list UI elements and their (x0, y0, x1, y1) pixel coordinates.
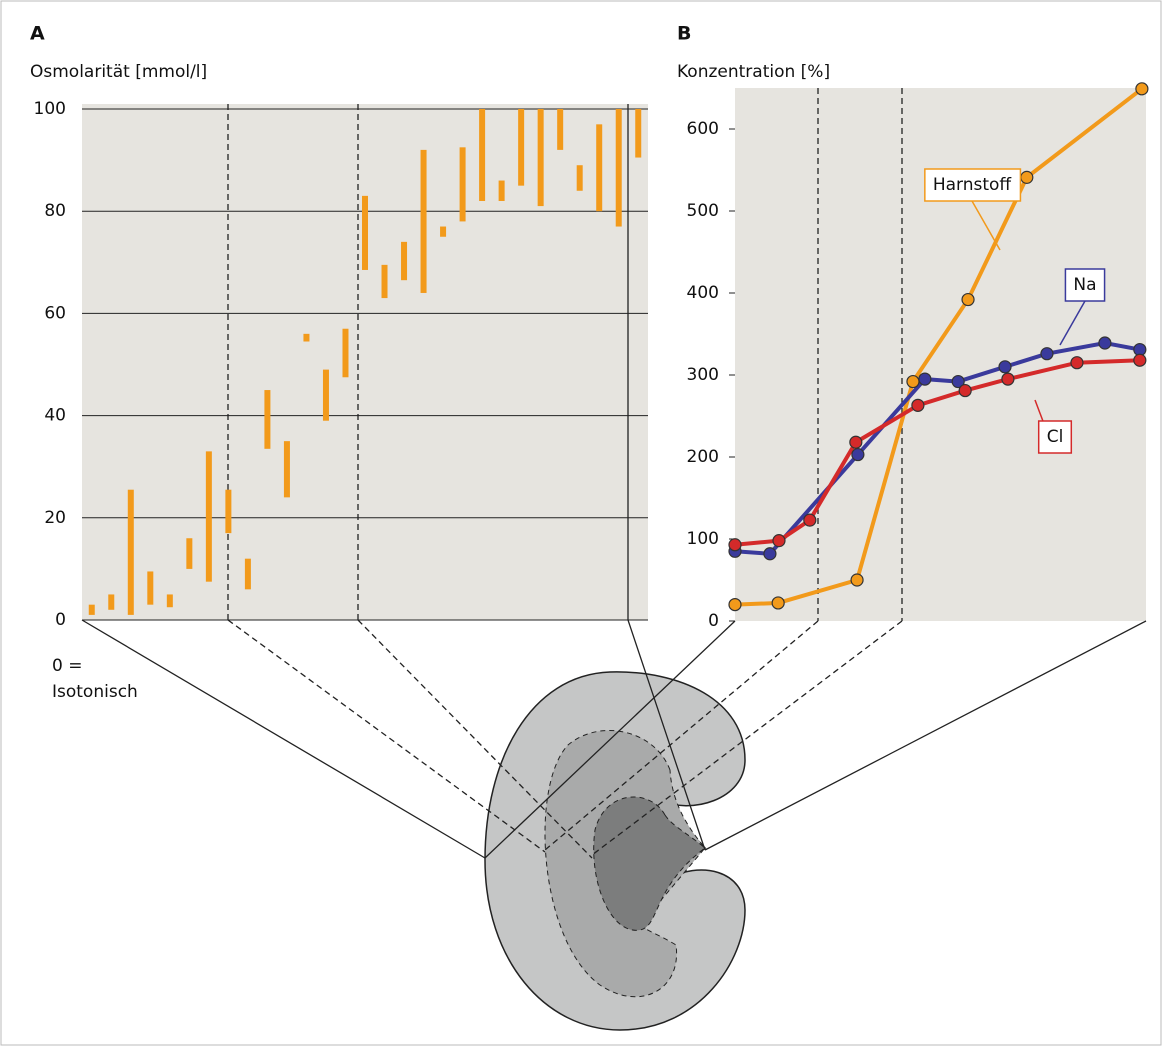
range-bar (206, 451, 212, 581)
range-bar (147, 571, 153, 604)
marker (772, 597, 784, 609)
range-bar (577, 165, 583, 191)
range-bar (518, 109, 524, 186)
range-bar (421, 150, 427, 293)
y-tick-label: 60 (44, 303, 66, 323)
y-tick-label: 200 (687, 447, 719, 467)
range-bar (128, 490, 134, 615)
marker (1021, 171, 1033, 183)
range-bar (303, 334, 309, 342)
range-bar (382, 265, 388, 298)
y-tick-label: 100 (34, 99, 66, 119)
backgrounds (82, 88, 1146, 621)
range-bar (225, 490, 231, 533)
marker (907, 376, 919, 388)
series-label: Harnstoff (933, 175, 1013, 195)
range-bar (538, 109, 544, 206)
marker (851, 574, 863, 586)
panel-title: A (30, 23, 45, 45)
marker (912, 399, 924, 411)
marker (1099, 337, 1111, 349)
y-axis-label: Konzentration [%] (677, 62, 830, 82)
marker (804, 514, 816, 526)
marker (1136, 83, 1148, 95)
range-bar (401, 242, 407, 280)
y-tick-label: 0 (708, 611, 719, 631)
series-label: Cl (1047, 427, 1064, 447)
range-bar (596, 124, 602, 211)
y-axis-label: Osmolarität [mmol/l] (30, 62, 207, 82)
marker (962, 294, 974, 306)
annotation: Isotonisch (52, 682, 138, 702)
range-bar (440, 227, 446, 237)
range-bar (89, 605, 95, 615)
range-bar (557, 109, 563, 150)
marker (773, 535, 785, 547)
marker (1134, 354, 1146, 366)
range-bar (108, 594, 114, 609)
range-bar (186, 538, 192, 569)
range-bar (479, 109, 485, 201)
marker (919, 373, 931, 385)
range-bar (245, 559, 251, 590)
plot-area (735, 88, 1146, 621)
marker (1041, 348, 1053, 360)
range-bar (635, 109, 641, 158)
marker (850, 436, 862, 448)
range-bar (499, 181, 505, 201)
annotation: 0 = (52, 656, 82, 676)
y-tick-label: 20 (44, 508, 66, 528)
marker (999, 361, 1011, 373)
y-tick-label: 500 (687, 201, 719, 221)
y-tick-label: 80 (44, 201, 66, 221)
marker (852, 449, 864, 461)
range-bar (323, 370, 329, 421)
range-bar (284, 441, 290, 497)
y-tick-label: 100 (687, 529, 719, 549)
range-bar (460, 147, 466, 221)
y-tick-label: 400 (687, 283, 719, 303)
y-tick-label: 300 (687, 365, 719, 385)
range-bar (264, 390, 270, 449)
range-bar (362, 196, 368, 270)
series-label: Na (1073, 275, 1096, 295)
range-bar (616, 109, 622, 227)
plot-area (82, 104, 648, 620)
y-tick-label: 0 (55, 610, 66, 630)
marker (1002, 373, 1014, 385)
y-tick-label: 40 (44, 406, 66, 426)
marker (1071, 357, 1083, 369)
figure: A Osmolarität [mmol/l] 0 = Isotonisch B … (0, 0, 1166, 1049)
y-tick-label: 600 (687, 119, 719, 139)
panel-title: B (677, 23, 691, 45)
range-bar (342, 329, 348, 378)
range-bar (167, 594, 173, 607)
marker (764, 548, 776, 560)
marker (959, 385, 971, 397)
marker (729, 539, 741, 551)
marker (729, 599, 741, 611)
